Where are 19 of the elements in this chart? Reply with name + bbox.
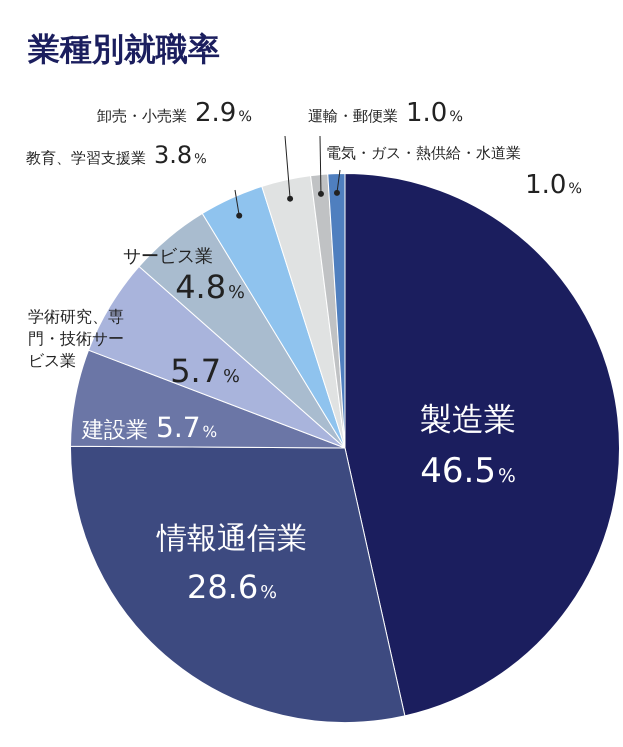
data-label: 28.6%	[187, 568, 277, 606]
slice-label: 情報通信業	[156, 521, 307, 556]
data-label: 5.7%	[156, 411, 218, 444]
slice-label: 建設業	[81, 418, 148, 443]
data-label: 3.8%	[154, 141, 207, 169]
chart-title: 業種別就職率	[28, 29, 220, 70]
slice-label: 運輸・郵便業	[308, 107, 398, 125]
data-label: 2.9%	[195, 98, 252, 128]
data-label: 4.8%	[175, 268, 245, 306]
slice-label: 学術研究、専門・技術サービス業	[28, 307, 124, 370]
data-label: 1.0%	[525, 170, 582, 200]
data-label: 5.7%	[170, 352, 240, 390]
data-label: 1.0%	[406, 98, 463, 128]
slice-label: 製造業	[420, 400, 516, 438]
data-label: 46.5%	[420, 451, 516, 491]
slice-label: サービス業	[123, 246, 213, 267]
slice-label: 電気・ガス・熱供給・水道業	[326, 144, 521, 162]
slice-label: 教育、学習支援業	[26, 149, 146, 167]
slice-label: 卸売・小売業	[97, 107, 187, 125]
